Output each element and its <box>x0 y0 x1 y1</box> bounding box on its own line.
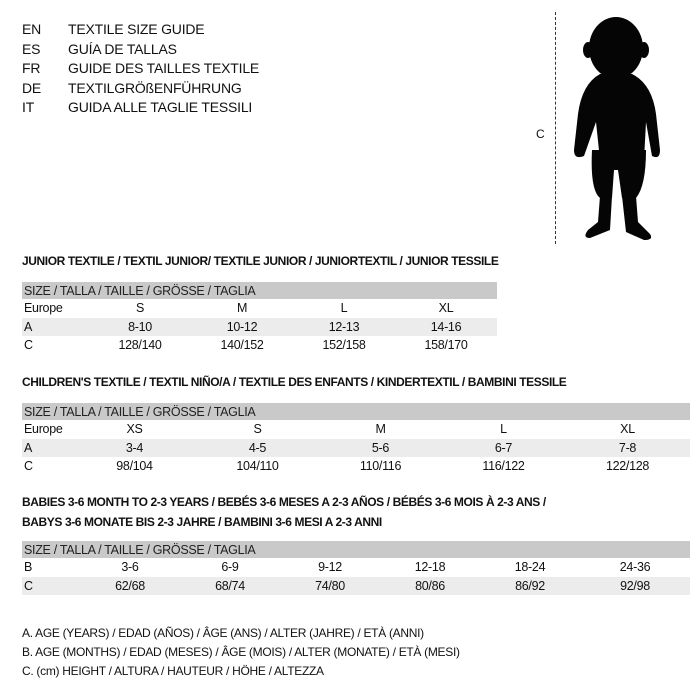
table-row: Europe XS S M L XL <box>24 422 635 437</box>
table-row: A 3-4 4-5 5-6 6-7 7-8 <box>22 438 691 457</box>
legend: A. AGE (YEARS) / EDAD (AÑOS) / ÂGE (ANS)… <box>22 624 460 681</box>
legend-item-c: C. (cm) HEIGHT / ALTURA / HAUTEUR / HÖHE… <box>22 664 324 678</box>
children-size-table: SIZE / TALLA / TAILLE / GRÖSSE / TAGLIA … <box>22 403 691 476</box>
table-row: C 98/104 104/110 110/116 116/122 122/128 <box>24 459 650 474</box>
baby-silhouette-icon <box>574 17 660 240</box>
lang-row-fr: FR GUIDE DES TAILLES TEXTILE <box>22 60 260 76</box>
babies-heading-line1: BABIES 3-6 MONTH TO 2-3 YEARS / BEBÉS 3-… <box>22 495 546 509</box>
legend-item-a: A. AGE (YEARS) / EDAD (AÑOS) / ÂGE (ANS)… <box>22 626 424 640</box>
language-titles: EN TEXTILE SIZE GUIDE ES GUÍA DE TALLAS FR… <box>22 20 259 118</box>
table-row: B 3-6 6-9 9-12 12-18 18-24 24-36 <box>24 560 651 575</box>
size-header: SIZE / TALLA / TAILLE / GRÖSSE / TAGLIA <box>22 282 498 299</box>
table-row: A 8-10 10-12 12-13 14-16 <box>22 317 498 336</box>
size-header: SIZE / TALLA / TAILLE / GRÖSSE / TAGLIA <box>22 403 691 420</box>
table-row: Europe S M L XL <box>24 301 454 316</box>
lang-row-es: ES GUÍA DE TALLAS <box>22 40 177 57</box>
children-heading: CHILDREN'S TEXTILE / TEXTIL NIÑO/A / TEX… <box>22 375 567 389</box>
table-row: C 62/68 68/74 74/80 80/86 86/92 92/98 <box>22 576 691 595</box>
lang-row-it: IT GUIDA ALLE TAGLIE TESSILI <box>22 99 253 115</box>
legend-item-b: B. AGE (MONTHS) / EDAD (MESES) / ÂGE (MO… <box>22 645 460 659</box>
height-measure-label: C <box>536 127 545 141</box>
table-row: C 128/140 140/152 152/158 158/170 <box>24 338 468 353</box>
junior-heading: JUNIOR TEXTILE / TEXTIL JUNIOR/ TEXTILE … <box>22 254 499 268</box>
height-measure-line <box>555 12 556 244</box>
lang-row-en: EN TEXTILE SIZE GUIDE <box>22 21 205 37</box>
babies-size-table: SIZE / TALLA / TAILLE / GRÖSSE / TAGLIA … <box>22 541 691 595</box>
size-header: SIZE / TALLA / TAILLE / GRÖSSE / TAGLIA <box>22 541 691 558</box>
lang-row-de: DE TEXTILGRÖßENFÜHRUNG <box>22 79 242 96</box>
junior-size-table: SIZE / TALLA / TAILLE / GRÖSSE / TAGLIA … <box>22 282 498 355</box>
babies-heading-line2: BABYS 3-6 MONATE BIS 2-3 JAHRE / BAMBINI… <box>22 515 382 529</box>
